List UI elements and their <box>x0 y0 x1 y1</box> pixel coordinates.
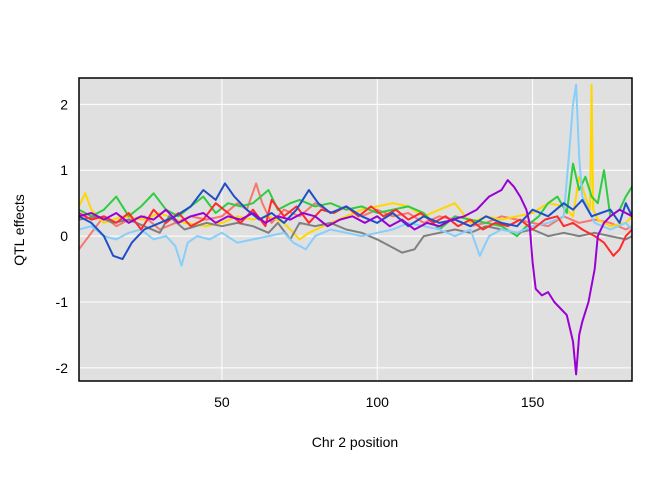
y-tick-label: 1 <box>60 162 68 178</box>
y-tick-label: -2 <box>56 360 69 376</box>
series-lines <box>79 83 632 376</box>
y-axis-title: QTL effects <box>11 194 27 266</box>
series-line-7 <box>79 182 632 261</box>
x-tick-label: 150 <box>521 394 545 410</box>
y-tick-label: 2 <box>60 96 68 112</box>
x-tick-label: 50 <box>214 394 230 410</box>
plot-frame <box>78 77 633 382</box>
y-tick-label: -1 <box>56 294 69 310</box>
series-line-4 <box>79 215 632 254</box>
grid-lines <box>79 78 632 381</box>
y-tick-label: 0 <box>60 228 68 244</box>
plot-panel <box>79 78 632 381</box>
x-axis-title: Chr 2 position <box>312 434 398 450</box>
tick-labels: 50 100 150 -2 -1 0 1 2 <box>56 96 545 410</box>
series-line-8 <box>79 179 632 376</box>
series-line-6 <box>79 198 632 257</box>
x-tick-label: 100 <box>366 394 390 410</box>
series-line-5 <box>79 83 632 267</box>
